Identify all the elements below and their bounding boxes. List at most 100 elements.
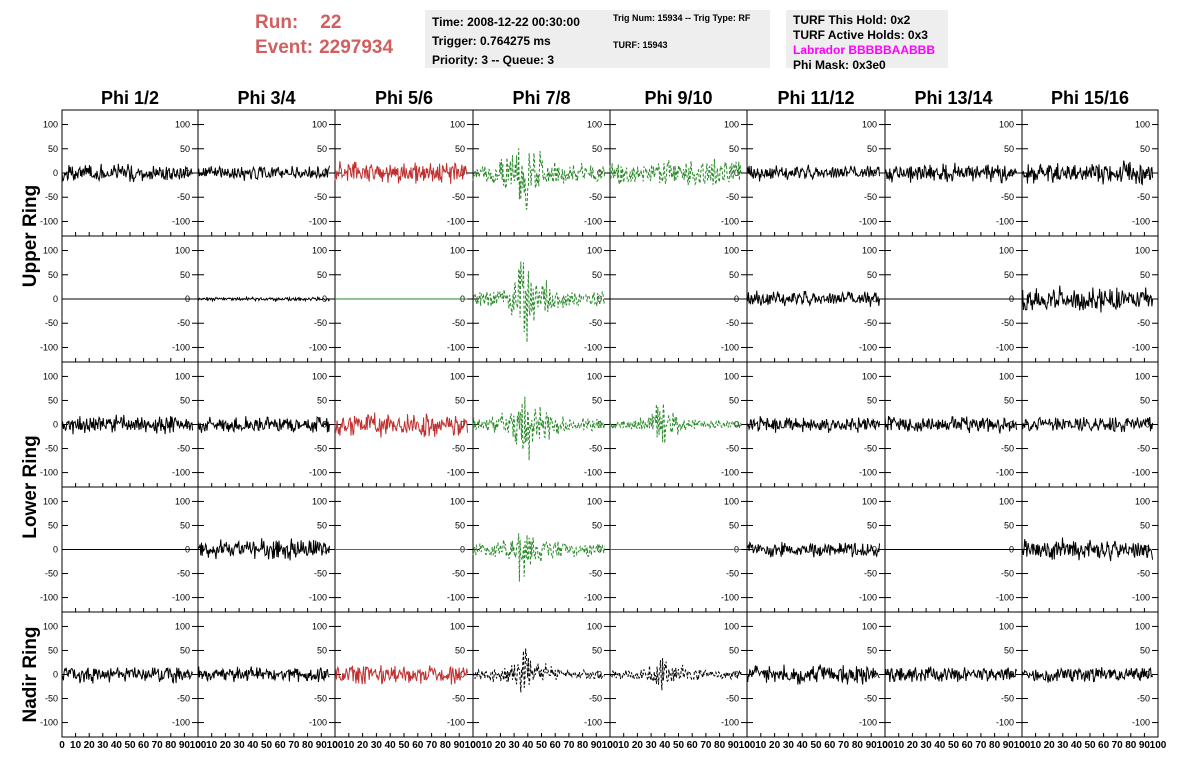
y-tick-label: -100	[309, 216, 327, 226]
x-tick-label: 90	[1003, 740, 1015, 751]
turf-text: TURF: 15943	[613, 40, 668, 50]
x-tick-label: 80	[440, 740, 452, 751]
x-tick-label: 50	[1084, 740, 1096, 751]
waveform-trace	[197, 666, 330, 683]
y-tick-label: -100	[996, 342, 1014, 352]
y-tick-label: -50	[726, 569, 739, 579]
y-tick-label: 100	[999, 120, 1014, 130]
y-tick-label: -100	[721, 468, 739, 478]
y-tick-label: 100	[862, 621, 877, 631]
y-tick-label: 50	[867, 520, 877, 530]
x-tick-label: 60	[138, 740, 150, 751]
y-tick-label: 0	[734, 670, 739, 680]
x-tick-label: 40	[247, 740, 259, 751]
y-tick-label: 100	[43, 120, 58, 130]
x-tick-label: 100	[465, 740, 482, 751]
turf-active-holds-text: TURF Active Holds: 0x3	[793, 28, 928, 42]
waveform-trace	[197, 295, 330, 303]
waveform-trace	[746, 540, 880, 558]
y-tick-label: 100	[312, 496, 327, 506]
x-tick-label: 70	[288, 740, 300, 751]
y-tick-label: 0	[53, 294, 58, 304]
y-tick-label: -100	[859, 468, 877, 478]
x-tick-label: 10	[70, 740, 82, 751]
trig-num-text: Trig Num: 15934 -- Trig Type: RF	[613, 13, 751, 23]
x-tick-label: 80	[577, 740, 589, 751]
x-tick-label: 70	[152, 740, 164, 751]
x-tick-label: 10	[893, 740, 905, 751]
y-tick-label: -50	[45, 318, 58, 328]
priority-text: Priority: 3 -- Queue: 3	[432, 53, 555, 67]
y-tick-label: -50	[726, 318, 739, 328]
x-tick-label: 40	[659, 740, 671, 751]
event-number: 2297934	[319, 37, 394, 58]
turf-this-hold-text: TURF This Hold: 0x2	[793, 13, 911, 27]
y-tick-label: -100	[172, 216, 190, 226]
waveform-trace	[472, 533, 605, 582]
y-tick-label: 100	[175, 496, 190, 506]
x-tick-label: 0	[607, 740, 613, 751]
x-tick-label: 30	[1057, 740, 1069, 751]
y-tick-label: -50	[1137, 192, 1150, 202]
y-tick-label: 50	[180, 270, 190, 280]
y-tick-label: -100	[584, 718, 602, 728]
y-tick-label: 50	[867, 645, 877, 655]
x-tick-label: 10	[755, 740, 767, 751]
y-tick-label: 100	[312, 621, 327, 631]
y-tick-label: 100	[450, 246, 465, 256]
waveform-trace	[61, 163, 193, 183]
y-tick-label: 100	[1135, 120, 1150, 130]
y-tick-label: -50	[864, 192, 877, 202]
y-tick-label: 100	[724, 120, 739, 130]
y-tick-label: 100	[1135, 621, 1150, 631]
x-tick-label: 40	[111, 740, 123, 751]
y-tick-label: 100	[724, 246, 739, 256]
waveform-trace	[884, 666, 1017, 683]
x-tick-label: 60	[550, 740, 562, 751]
x-tick-label: 20	[769, 740, 781, 751]
x-tick-label: 50	[673, 740, 685, 751]
y-tick-label: -100	[721, 216, 739, 226]
y-tick-label: -100	[996, 468, 1014, 478]
x-tick-label: 100	[602, 740, 619, 751]
phi-mask-text: Phi Mask: 0x3e0	[793, 58, 886, 72]
x-tick-label: 80	[302, 740, 314, 751]
run-info: Run: 22 Event: 2297934	[255, 10, 393, 60]
y-tick-label: 100	[450, 496, 465, 506]
x-tick-label: 70	[700, 740, 712, 751]
y-tick-label: -50	[1137, 318, 1150, 328]
y-tick-label: -100	[996, 593, 1014, 603]
column-header: Phi 9/10	[644, 88, 712, 108]
y-tick-label: 100	[724, 371, 739, 381]
y-tick-label: 50	[729, 144, 739, 154]
y-tick-label: 0	[597, 670, 602, 680]
y-tick-label: 100	[999, 371, 1014, 381]
x-tick-label: 90	[179, 740, 191, 751]
y-tick-label: 50	[1140, 395, 1150, 405]
y-tick-label: 100	[1135, 246, 1150, 256]
y-tick-label: 100	[724, 496, 739, 506]
waveform-trace	[334, 412, 468, 438]
x-tick-label: 100	[1150, 740, 1167, 751]
x-tick-label: 30	[371, 740, 383, 751]
x-tick-label: 20	[220, 740, 232, 751]
y-tick-label: 0	[872, 294, 877, 304]
y-tick-label: -50	[1137, 444, 1150, 454]
y-tick-label: -50	[1001, 444, 1014, 454]
y-tick-label: 0	[734, 168, 739, 178]
waveform-trace	[746, 164, 880, 182]
y-tick-label: 0	[322, 545, 327, 555]
y-tick-label: -100	[172, 718, 190, 728]
x-tick-label: 60	[1098, 740, 1110, 751]
y-tick-label: 50	[48, 645, 58, 655]
x-tick-label: 100	[1014, 740, 1031, 751]
waveform-trace	[472, 396, 605, 461]
y-tick-label: 50	[1004, 144, 1014, 154]
x-tick-label: 80	[165, 740, 177, 751]
x-tick-label: 30	[234, 740, 246, 751]
waveform-trace	[472, 148, 605, 210]
y-tick-label: -50	[864, 318, 877, 328]
x-tick-label: 50	[398, 740, 410, 751]
y-tick-label: -100	[40, 342, 58, 352]
y-tick-label: 100	[724, 621, 739, 631]
